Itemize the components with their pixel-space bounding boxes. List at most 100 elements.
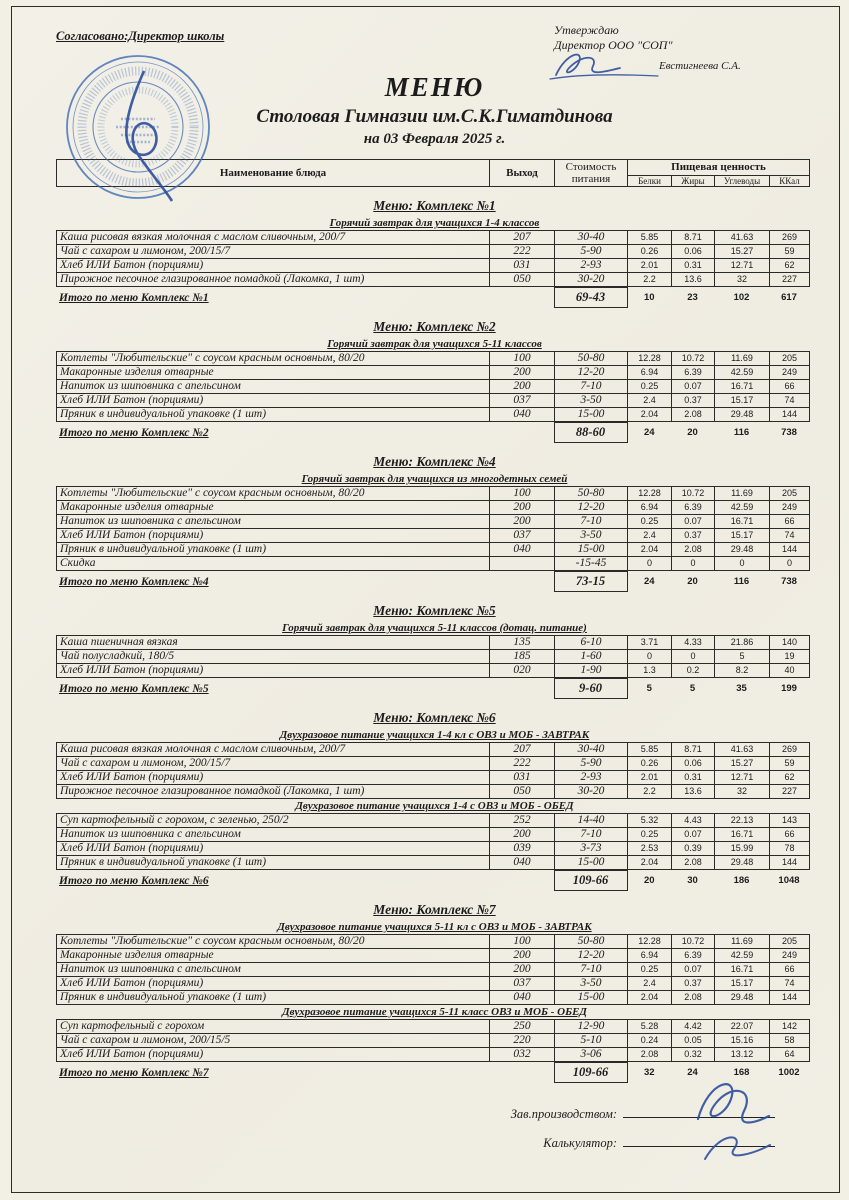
- section-title-text: Меню: Комплекс №5: [373, 603, 496, 618]
- fat-cell: 4.43: [671, 813, 715, 828]
- cost-cell: 2-93: [554, 258, 628, 273]
- dish-name-cell: Напиток из шиповника с апельсином: [56, 962, 490, 977]
- menu-row: Макаронные изделия отварные 200 12-20 6.94 6…: [56, 948, 810, 963]
- protein-cell: 6.94: [627, 500, 672, 515]
- kcal-cell: 205: [769, 486, 810, 501]
- output-cell: 032: [489, 1047, 555, 1062]
- carbs-cell: 42.59: [714, 500, 770, 515]
- protein-cell: 3.71: [627, 635, 672, 650]
- block-subtitle-text: Горячий завтрак для учащихся из многодет…: [301, 473, 568, 485]
- cost-cell: 50-80: [554, 486, 628, 501]
- dish-name-cell: Каша пшеничная вязкая: [56, 635, 490, 650]
- cost-cell: 1-90: [554, 663, 628, 678]
- approval-block: Утверждаю Директор ООО "СОП" Евстигнеева…: [549, 23, 822, 80]
- cost-cell: -15-45: [554, 556, 628, 571]
- total-fat: 20: [687, 427, 698, 438]
- total-protein: 5: [646, 683, 652, 694]
- total-label-text: Итого по меню Комплекс №5: [59, 682, 209, 695]
- dish-name-cell: Хлеб ИЛИ Батон (порциями): [56, 663, 490, 678]
- cost-cell: 30-20: [554, 272, 628, 287]
- menu-row: Чай с сахаром и лимоном, 200/15/5 220 5-10…: [56, 1033, 810, 1048]
- cost-cell: 30-40: [554, 230, 628, 245]
- protein-cell: 2.01: [627, 258, 672, 273]
- carbs-cell: 12.71: [714, 258, 770, 273]
- carbs-cell: 29.48: [714, 407, 770, 422]
- block-subtitle: Горячий завтрак для учащихся 5-11 классо…: [56, 338, 813, 350]
- section-title: Меню: Комплекс №5: [56, 603, 813, 619]
- kcal-cell: 249: [769, 500, 810, 515]
- output-cell: 039: [489, 841, 555, 856]
- page-border-frame: Согласовано:Директор школы Утверждаю Дир…: [11, 6, 840, 1193]
- menu-table: Каша рисовая вязкая молочная с маслом сл…: [56, 742, 810, 799]
- block-subtitle: Горячий завтрак для учащихся 1-4 классов: [56, 217, 813, 229]
- director-signature-icon: [549, 53, 659, 80]
- total-label: Итого по меню Комплекс №7: [56, 1063, 554, 1083]
- total-fat: 24: [687, 1067, 698, 1078]
- carbs-cell: 29.48: [714, 542, 770, 557]
- manager-label: Зав.производством:: [510, 1107, 617, 1121]
- output-cell: 040: [489, 990, 555, 1005]
- fat-cell: 4.33: [671, 635, 715, 650]
- total-label-text: Итого по меню Комплекс №7: [59, 1066, 209, 1079]
- dish-name-cell: Макаронные изделия отварные: [56, 365, 490, 380]
- carbs-cell: 22.13: [714, 813, 770, 828]
- dish-name-cell: Макаронные изделия отварные: [56, 948, 490, 963]
- carbs-cell: 22.07: [714, 1019, 770, 1034]
- cost-cell: 7-10: [554, 379, 628, 394]
- total-label-text: Итого по меню Комплекс №1: [59, 291, 209, 304]
- output-cell: 185: [489, 649, 555, 664]
- block-subtitle: Двухразовое питание учащихся 5-11 кл с О…: [56, 921, 813, 933]
- fat-cell: 13.6: [671, 784, 715, 799]
- kcal-cell: 59: [769, 244, 810, 259]
- cost-cell: 2-93: [554, 770, 628, 785]
- output-cell: 040: [489, 855, 555, 870]
- dish-name-cell: Напиток из шиповника с апельсином: [56, 514, 490, 529]
- block-subtitle: Горячий завтрак для учащихся 5-11 классо…: [56, 622, 813, 634]
- menu-row: Макаронные изделия отварные 200 12-20 6.94 6…: [56, 500, 810, 515]
- cost-cell: 5-10: [554, 1033, 628, 1048]
- cost-cell: 3-50: [554, 528, 628, 543]
- block-subtitle: Двухразовое питание учащихся 1-4 с ОВЗ и…: [56, 800, 813, 812]
- fat-cell: 2.08: [671, 542, 715, 557]
- fat-cell: 0.07: [671, 514, 715, 529]
- menu-row: Напиток из шиповника с апельсином 200 7-10…: [56, 962, 810, 977]
- dish-name-cell: Хлеб ИЛИ Батон (порциями): [56, 770, 490, 785]
- protein-cell: 2.04: [627, 407, 672, 422]
- output-cell: 037: [489, 976, 555, 991]
- col-header-cost: Стоимость питания: [554, 159, 628, 187]
- total-row: Итого по меню Комплекс №1 69-43 10 23 102 617: [56, 287, 809, 308]
- round-stamp-icon: [66, 55, 210, 202]
- footer-signature-icon: [696, 1083, 771, 1160]
- section-total: Итого по меню Комплекс №2 88-60 24 20 116 738: [56, 422, 809, 443]
- kcal-cell: 269: [769, 742, 810, 757]
- menu-row: Каша пшеничная вязкая 135 6-10 3.71 4.33 21.8…: [56, 635, 810, 650]
- col-header-protein: Белки: [627, 174, 672, 188]
- menu-section: Меню: Комплекс №4 Горячий завтрак для уча…: [56, 454, 813, 592]
- menu-row: Хлеб ИЛИ Батон (порциями) 020 1-90 1.3 0.2 8.…: [56, 663, 810, 678]
- fat-cell: 0.37: [671, 976, 715, 991]
- calculator-signature-row: Калькулятор:: [56, 1134, 775, 1151]
- kcal-cell: 66: [769, 379, 810, 394]
- kcal-cell: 144: [769, 855, 810, 870]
- carbs-cell: 32: [714, 272, 770, 287]
- col-header-carbs: Углеводы: [714, 174, 770, 188]
- col-header-kcal: ККал: [768, 174, 811, 188]
- menu-table: Каша пшеничная вязкая 135 6-10 3.71 4.33 21.8…: [56, 635, 810, 678]
- protein-cell: 12.28: [627, 486, 672, 501]
- block-subtitle-text: Горячий завтрак для учащихся 5-11 классо…: [327, 338, 542, 350]
- carbs-cell: 15.17: [714, 393, 770, 408]
- protein-cell: 0.25: [627, 827, 672, 842]
- menu-section: Меню: Комплекс №6 Двухразовое питание уча…: [56, 710, 813, 891]
- kcal-cell: 74: [769, 393, 810, 408]
- dish-name-cell: Напиток из шиповника с апельсином: [56, 379, 490, 394]
- menu-row: Пряник в индивидуальной упаковке (1 шт) 0…: [56, 542, 810, 557]
- protein-cell: 0.26: [627, 244, 672, 259]
- dish-name-cell: Пряник в индивидуальной упаковке (1 шт): [56, 990, 490, 1005]
- total-carbs: 116: [733, 427, 750, 438]
- total-kcal: 617: [781, 292, 797, 303]
- protein-cell: 5.32: [627, 813, 672, 828]
- block-subtitle: Двухразовое питание учащихся 1-4 кл с ОВ…: [56, 729, 813, 741]
- carbs-cell: 15.16: [714, 1033, 770, 1048]
- total-carbs: 116: [733, 576, 750, 587]
